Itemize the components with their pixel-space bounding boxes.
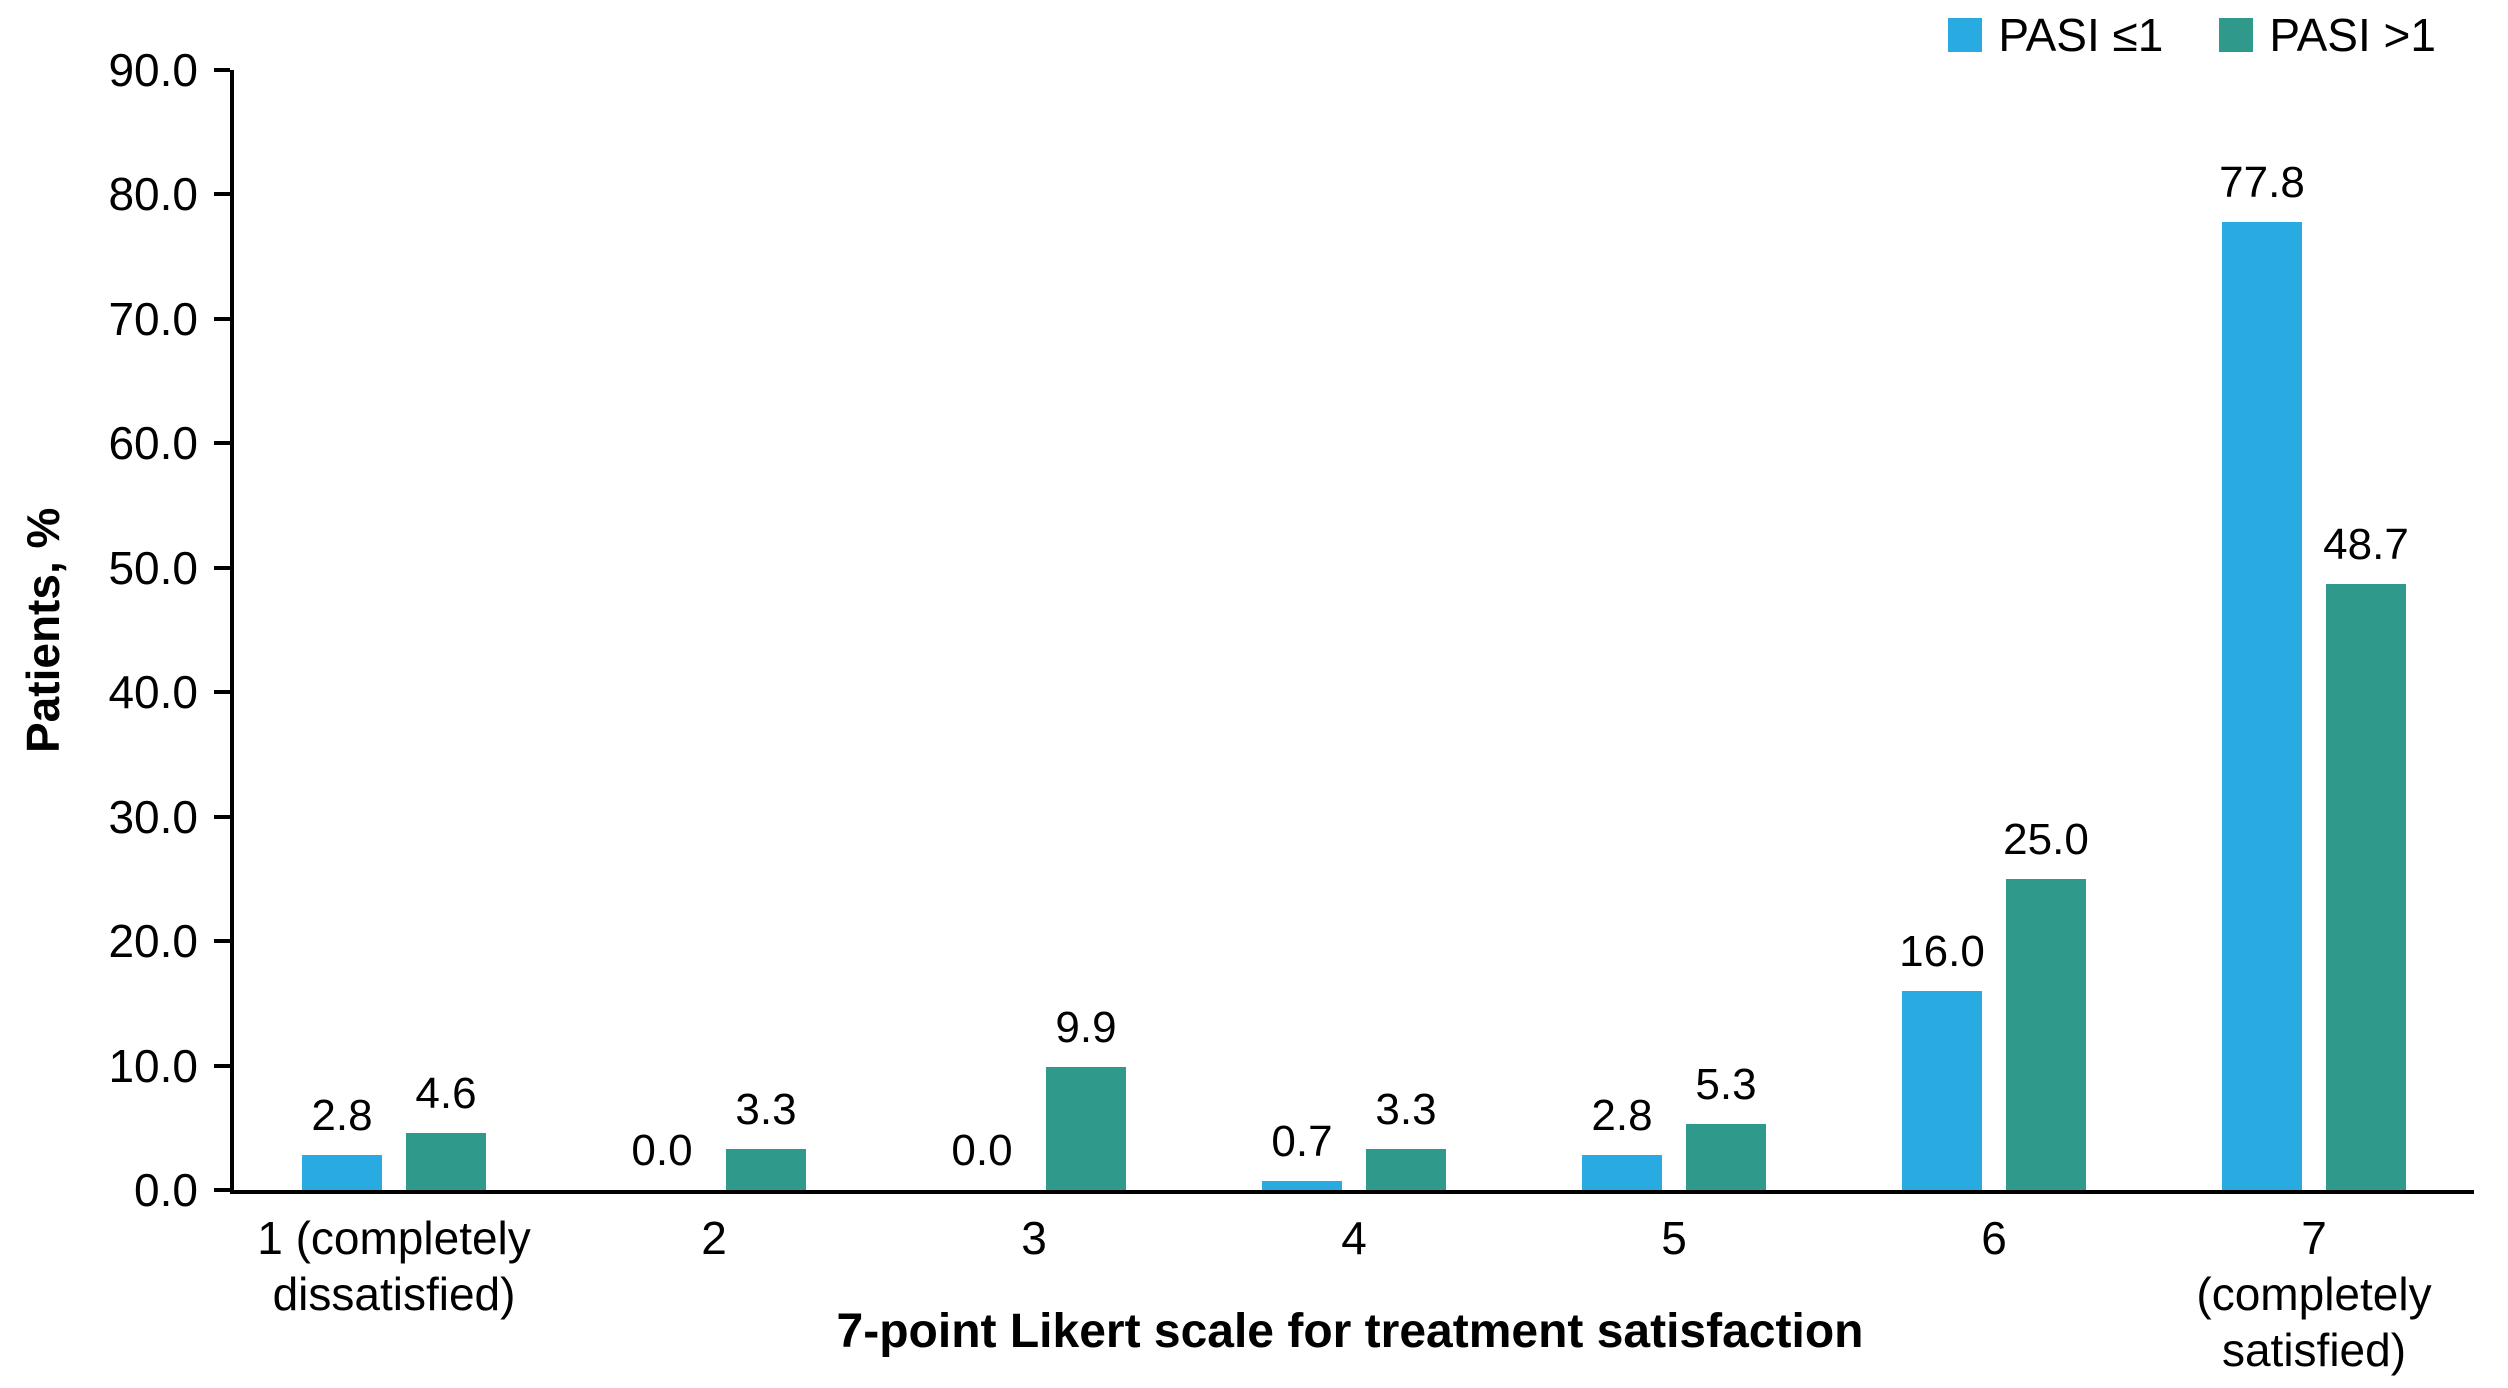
bar-value-label: 0.0	[951, 1126, 1013, 1175]
y-tick-label: 20.0	[108, 915, 198, 968]
bar-series-1	[1582, 1155, 1662, 1190]
legend-label: PASI >1	[2269, 9, 2436, 61]
bar-value-label: 0.7	[1271, 1117, 1333, 1167]
bar-series-2	[1366, 1148, 1446, 1190]
bar-value-label: 4.6	[415, 1068, 477, 1118]
bar-value-label: 77.8	[2219, 157, 2305, 207]
bar-value-label: 3.3	[735, 1084, 797, 1134]
y-tick-mark	[214, 68, 230, 72]
y-tick-label: 10.0	[108, 1039, 198, 1092]
x-category-label: 5	[1661, 1212, 1687, 1264]
y-tick-label: 40.0	[108, 666, 198, 719]
y-tick-mark	[214, 441, 230, 446]
bar-value-label: 16.0	[1899, 926, 1985, 976]
plot-area: 0.0 10.0 20.0 30.0 40.0 50.0 60.0 70.0 80.0 90.0 1…	[108, 44, 2474, 1376]
bar-value-label: 2.8	[1591, 1091, 1653, 1141]
legend-item: PASI >1	[2219, 8, 2436, 62]
y-tick-mark	[214, 1063, 230, 1068]
y-tick-label: 70.0	[108, 292, 198, 345]
x-category-label: 2	[701, 1212, 727, 1264]
bar-series-1	[302, 1155, 382, 1190]
bar-series-2	[2326, 583, 2406, 1190]
legend-label: PASI ≤1	[1998, 9, 2164, 61]
bar-series-2	[1046, 1066, 1126, 1190]
y-tick-mark	[214, 939, 230, 944]
bar-series-1	[1902, 990, 1982, 1190]
x-category-label: 7 (completely satisfied)	[2196, 1212, 2432, 1376]
y-tick-mark	[214, 690, 230, 695]
y-axis-title: Patients, %	[17, 507, 69, 753]
y-tick-mark	[214, 192, 230, 197]
x-category-label: 1 (completely dissatisfied)	[257, 1212, 531, 1320]
bar-value-label: 0.0	[631, 1126, 693, 1175]
y-tick-label: 50.0	[108, 541, 198, 594]
legend-item: PASI ≤1	[1948, 8, 2163, 62]
y-tick-label: 30.0	[108, 790, 198, 843]
legend-swatch-icon	[1948, 18, 1983, 52]
y-tick-mark	[214, 814, 230, 819]
y-tick-mark	[214, 1188, 230, 1192]
y-tick-mark	[214, 316, 230, 321]
bar-series-2	[726, 1148, 806, 1190]
x-category-label: 3	[1021, 1212, 1047, 1264]
bar-value-label: 48.7	[2323, 519, 2409, 569]
bar-series-1	[2222, 221, 2302, 1190]
y-tick-label: 0.0	[134, 1164, 198, 1216]
bar-value-label: 3.3	[1375, 1084, 1437, 1134]
legend-swatch-icon	[2219, 18, 2254, 52]
bar-series-2	[1686, 1124, 1766, 1190]
y-tick-label: 60.0	[108, 417, 198, 470]
bar-series-1	[1262, 1181, 1342, 1190]
bar-series-2	[2006, 878, 2086, 1190]
x-axis-title: 7-point Likert scale for treatment satis…	[836, 1305, 1864, 1358]
bar-value-label: 5.3	[1695, 1060, 1757, 1110]
x-category-label: 4	[1341, 1212, 1367, 1264]
bar-value-label: 25.0	[2003, 814, 2089, 864]
y-tick-label: 90.0	[108, 44, 198, 96]
y-tick-mark	[214, 565, 230, 570]
bar-value-label: 9.9	[1055, 1002, 1117, 1052]
y-tick-label: 80.0	[108, 168, 198, 221]
bar-value-label: 2.8	[311, 1091, 373, 1141]
bar-series-2	[406, 1132, 486, 1190]
legend: PASI ≤1 PASI >1	[1948, 8, 2436, 62]
x-category-label: 6	[1981, 1212, 2007, 1264]
